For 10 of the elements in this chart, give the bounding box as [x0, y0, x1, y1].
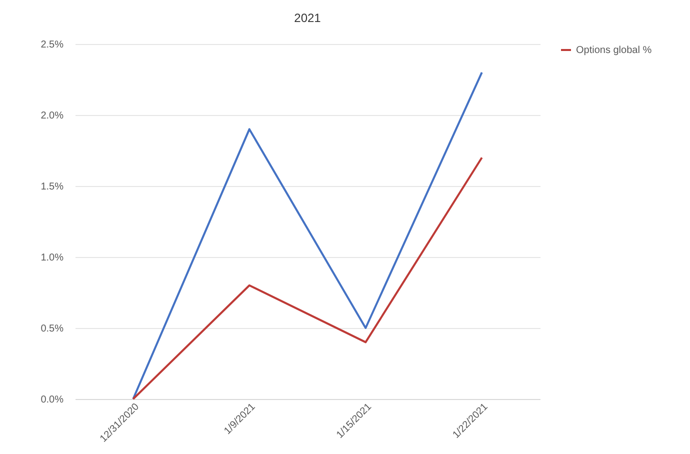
chart-title: 2021 — [294, 11, 322, 25]
y-tick-label: 0.0% — [40, 394, 64, 406]
y-tick-label: 2.5% — [40, 40, 64, 50]
y-tick-label: 0.5% — [40, 324, 64, 334]
y-tick-label: 2.0% — [40, 110, 64, 122]
line-series — [132, 156, 483, 400]
legend-label: Options global % — [576, 45, 652, 56]
y-tick-label: 1.0% — [40, 252, 64, 264]
y-tick-label: 1.5% — [40, 182, 64, 192]
line-series — [132, 71, 483, 400]
